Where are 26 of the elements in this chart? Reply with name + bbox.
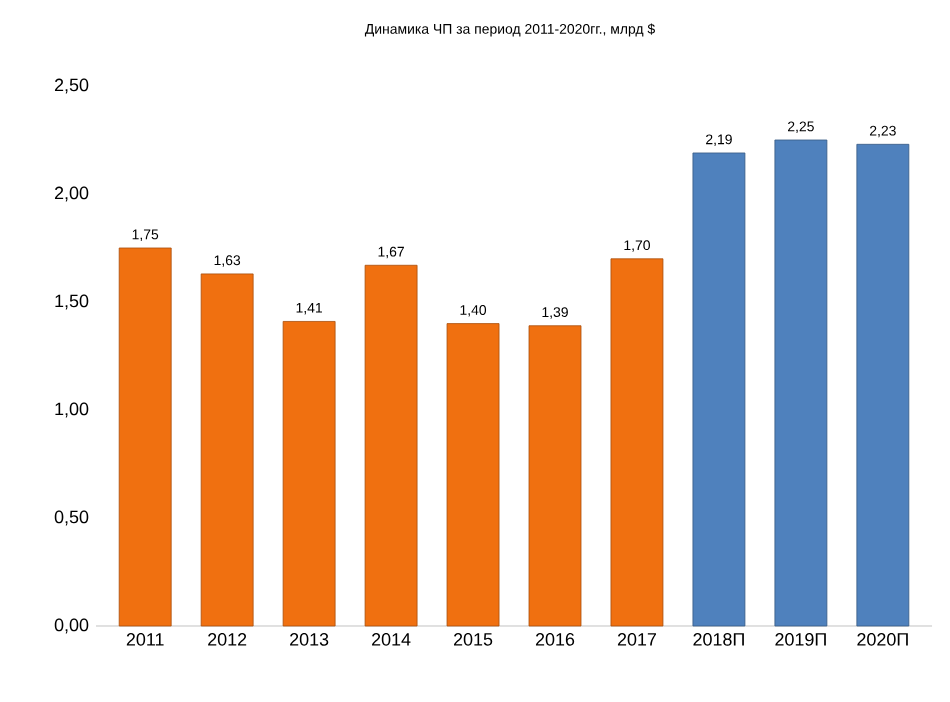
x-tick-label: 2013 — [290, 633, 329, 646]
x-tick-label: 2012 — [208, 633, 247, 646]
x-tick-label: 2016 — [535, 633, 575, 646]
y-tick-label: 0,00 — [54, 618, 89, 634]
bar — [528, 325, 582, 627]
x-tick-label: 2015 — [454, 633, 493, 646]
y-tick-label: 1,50 — [55, 294, 89, 310]
x-tick-label: 2018П — [693, 633, 744, 646]
bar — [692, 152, 746, 627]
bar — [774, 139, 828, 627]
bar — [200, 273, 254, 627]
x-tick-label: 2014 — [372, 633, 411, 646]
x-tick-label: 2020П — [857, 633, 908, 646]
bar — [856, 143, 910, 627]
x-tick-label: 2011 — [126, 633, 164, 646]
bar — [610, 258, 664, 627]
y-tick-label: 0,50 — [54, 510, 89, 526]
bar — [282, 321, 336, 627]
y-tick-label: 2,00 — [54, 186, 89, 202]
bar — [364, 264, 418, 627]
x-tick-label: 2019П — [775, 633, 826, 646]
y-tick-label: 1,00 — [55, 402, 89, 418]
bar — [446, 323, 500, 627]
y-tick-label: 2,50 — [54, 78, 89, 94]
x-tick-label: 2017 — [617, 633, 656, 646]
bar — [118, 247, 172, 627]
